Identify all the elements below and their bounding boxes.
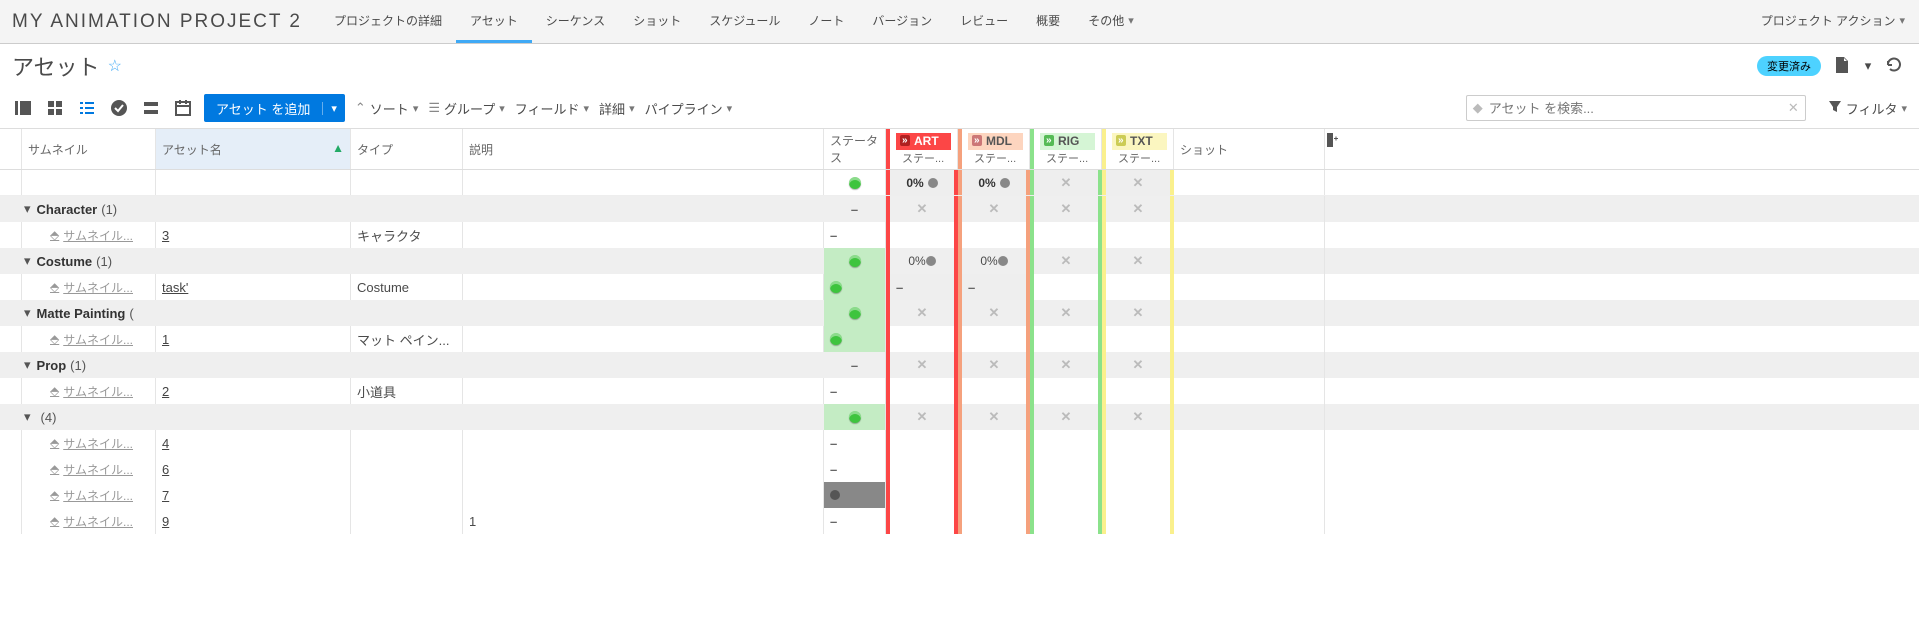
group-menu[interactable]: ☰グループ▾: [428, 99, 504, 118]
col-pipe-txt[interactable]: »TXTステー...: [1102, 129, 1174, 169]
col-checkbox[interactable]: [0, 129, 22, 169]
nav-tab-5[interactable]: ノート: [794, 0, 858, 43]
thumb-link[interactable]: ⬘サムネイル...: [22, 378, 156, 404]
col-thumbnail[interactable]: サムネイル: [22, 129, 156, 169]
col-pipe-rig[interactable]: »RIGステー...: [1030, 129, 1102, 169]
updated-badge[interactable]: 変更済み: [1757, 56, 1821, 76]
nav-tab-3[interactable]: ショット: [619, 0, 695, 43]
col-description[interactable]: 説明: [463, 129, 824, 169]
summary-row: 0% 0% ✕ ✕: [0, 170, 1919, 196]
chevron-down-icon[interactable]: ▾: [1859, 58, 1877, 74]
collapse-icon[interactable]: ▾: [24, 409, 31, 425]
thumb-link[interactable]: ⬘サムネイル...: [22, 508, 156, 534]
sort-icon: ⌃: [355, 100, 366, 116]
thumb-link[interactable]: ⬘サムネイル...: [22, 456, 156, 482]
table-row[interactable]: ⬘サムネイル...6–: [0, 456, 1919, 482]
asset-name-link[interactable]: 2: [162, 384, 169, 399]
asset-name-link[interactable]: 3: [162, 228, 169, 243]
col-type[interactable]: タイプ: [351, 129, 463, 169]
search-box[interactable]: ◆ ✕: [1466, 95, 1806, 121]
view-grid-icon[interactable]: [44, 97, 66, 119]
page-title: アセット: [12, 50, 100, 82]
calendar-icon[interactable]: [172, 97, 194, 119]
table-row[interactable]: ⬘サムネイル...4–: [0, 430, 1919, 456]
toolbar: アセット を追加 ▾ ⌃ソート▾ ☰グループ▾ フィールド▾ 詳細▾ パイプライ…: [0, 88, 1919, 128]
refresh-icon[interactable]: [1885, 57, 1903, 76]
asset-name-link[interactable]: 9: [162, 514, 169, 529]
table-row[interactable]: ⬘サムネイル... 7: [0, 482, 1919, 508]
collapse-icon[interactable]: ▾: [24, 357, 31, 373]
detail-menu[interactable]: 詳細▾: [599, 99, 635, 118]
table-row[interactable]: ⬘サムネイル...3キャラクタ–: [0, 222, 1919, 248]
tag-icon: ◆: [1473, 100, 1483, 116]
nav-tab-9[interactable]: その他▾: [1074, 0, 1148, 43]
filter-menu[interactable]: フィルタ▾: [1828, 99, 1907, 118]
block-view-icon[interactable]: [140, 97, 162, 119]
col-shot[interactable]: ショット: [1174, 129, 1325, 169]
nav-tab-6[interactable]: バージョン: [858, 0, 946, 43]
add-column-icon[interactable]: [1325, 129, 1339, 169]
collapse-icon[interactable]: ▾: [24, 305, 31, 321]
top-nav: MY ANIMATION PROJECT 2 プロジェクトの詳細アセットシーケン…: [0, 0, 1919, 44]
asset-name-link[interactable]: task': [162, 280, 188, 295]
col-pipe-art[interactable]: »ARTステー...: [886, 129, 958, 169]
table-row[interactable]: ⬘サムネイル...2小道具–: [0, 378, 1919, 404]
asset-name-link[interactable]: 4: [162, 436, 169, 451]
asset-name-link[interactable]: 7: [162, 488, 169, 503]
group-icon: ☰: [428, 100, 440, 116]
nav-tab-1[interactable]: アセット: [456, 0, 532, 43]
thumb-link[interactable]: ⬘サムネイル...: [22, 482, 156, 508]
thumb-link[interactable]: ⬘サムネイル...: [22, 274, 156, 300]
pipeline-menu[interactable]: パイプライン▾: [645, 99, 733, 118]
add-asset-button[interactable]: アセット を追加 ▾: [204, 94, 345, 122]
nav-tab-4[interactable]: スケジュール: [695, 0, 794, 43]
table-row[interactable]: ⬘サムネイル...1マット ペイン...: [0, 326, 1919, 352]
sort-asc-icon: ▲: [332, 141, 344, 155]
collapse-icon[interactable]: ▾: [24, 201, 31, 217]
project-title: MY ANIMATION PROJECT 2: [12, 11, 302, 33]
clear-search-icon[interactable]: ✕: [1788, 100, 1799, 116]
grid-header: サムネイル アセット名▲ タイプ 説明 ステータス »ARTステー...»MDL…: [0, 128, 1919, 170]
nav-tab-8[interactable]: 概要: [1022, 0, 1074, 43]
group-row: ▾Costume(1)0% 0% ✕✕: [0, 248, 1919, 274]
nav-tab-7[interactable]: レビュー: [946, 0, 1022, 43]
collapse-icon[interactable]: ▾: [24, 253, 31, 269]
thumb-link[interactable]: ⬘サムネイル...: [22, 430, 156, 456]
group-row: ▾Prop(1)–✕✕✕✕: [0, 352, 1919, 378]
thumb-link[interactable]: ⬘サムネイル...: [22, 326, 156, 352]
tasks-view-icon[interactable]: [108, 97, 130, 119]
page-icon[interactable]: [1833, 57, 1851, 76]
nav-tab-0[interactable]: プロジェクトの詳細: [320, 0, 456, 43]
table-row[interactable]: ⬘サムネイル...91–: [0, 508, 1919, 534]
summary-status: [824, 170, 886, 195]
add-asset-dropdown[interactable]: ▾: [322, 102, 345, 115]
fields-menu[interactable]: フィールド▾: [515, 99, 589, 118]
chevron-down-icon: ▾: [1899, 14, 1905, 27]
favorite-star-icon[interactable]: ☆: [108, 56, 122, 76]
asset-name-link[interactable]: 6: [162, 462, 169, 477]
filter-icon: [1828, 100, 1842, 117]
sort-menu[interactable]: ⌃ソート▾: [355, 99, 418, 118]
col-pipe-mdl[interactable]: »MDLステー...: [958, 129, 1030, 169]
page-title-row: アセット ☆ 変更済み ▾: [0, 44, 1919, 88]
grid: サムネイル アセット名▲ タイプ 説明 ステータス »ARTステー...»MDL…: [0, 128, 1919, 534]
col-status[interactable]: ステータス: [824, 129, 886, 169]
asset-name-link[interactable]: 1: [162, 332, 169, 347]
summary-txt: ✕: [1102, 170, 1174, 195]
project-actions-menu[interactable]: プロジェクト アクション▾: [1747, 0, 1919, 43]
nav-tab-2[interactable]: シーケンス: [532, 0, 619, 43]
view-panel-icon[interactable]: [12, 97, 34, 119]
summary-mdl: 0%: [958, 170, 1030, 195]
group-row: ▾Character(1)–✕✕✕✕: [0, 196, 1919, 222]
view-list-icon[interactable]: [76, 97, 98, 119]
summary-art: 0%: [886, 170, 958, 195]
thumb-link[interactable]: ⬘サムネイル...: [22, 222, 156, 248]
group-row: ▾Matte Painting(✕✕✕✕: [0, 300, 1919, 326]
search-input[interactable]: [1489, 101, 1788, 116]
table-row[interactable]: ⬘サムネイル...task'Costume––: [0, 274, 1919, 300]
group-row: ▾(4)✕✕✕✕: [0, 404, 1919, 430]
summary-rig: ✕: [1030, 170, 1102, 195]
col-name[interactable]: アセット名▲: [156, 129, 351, 169]
